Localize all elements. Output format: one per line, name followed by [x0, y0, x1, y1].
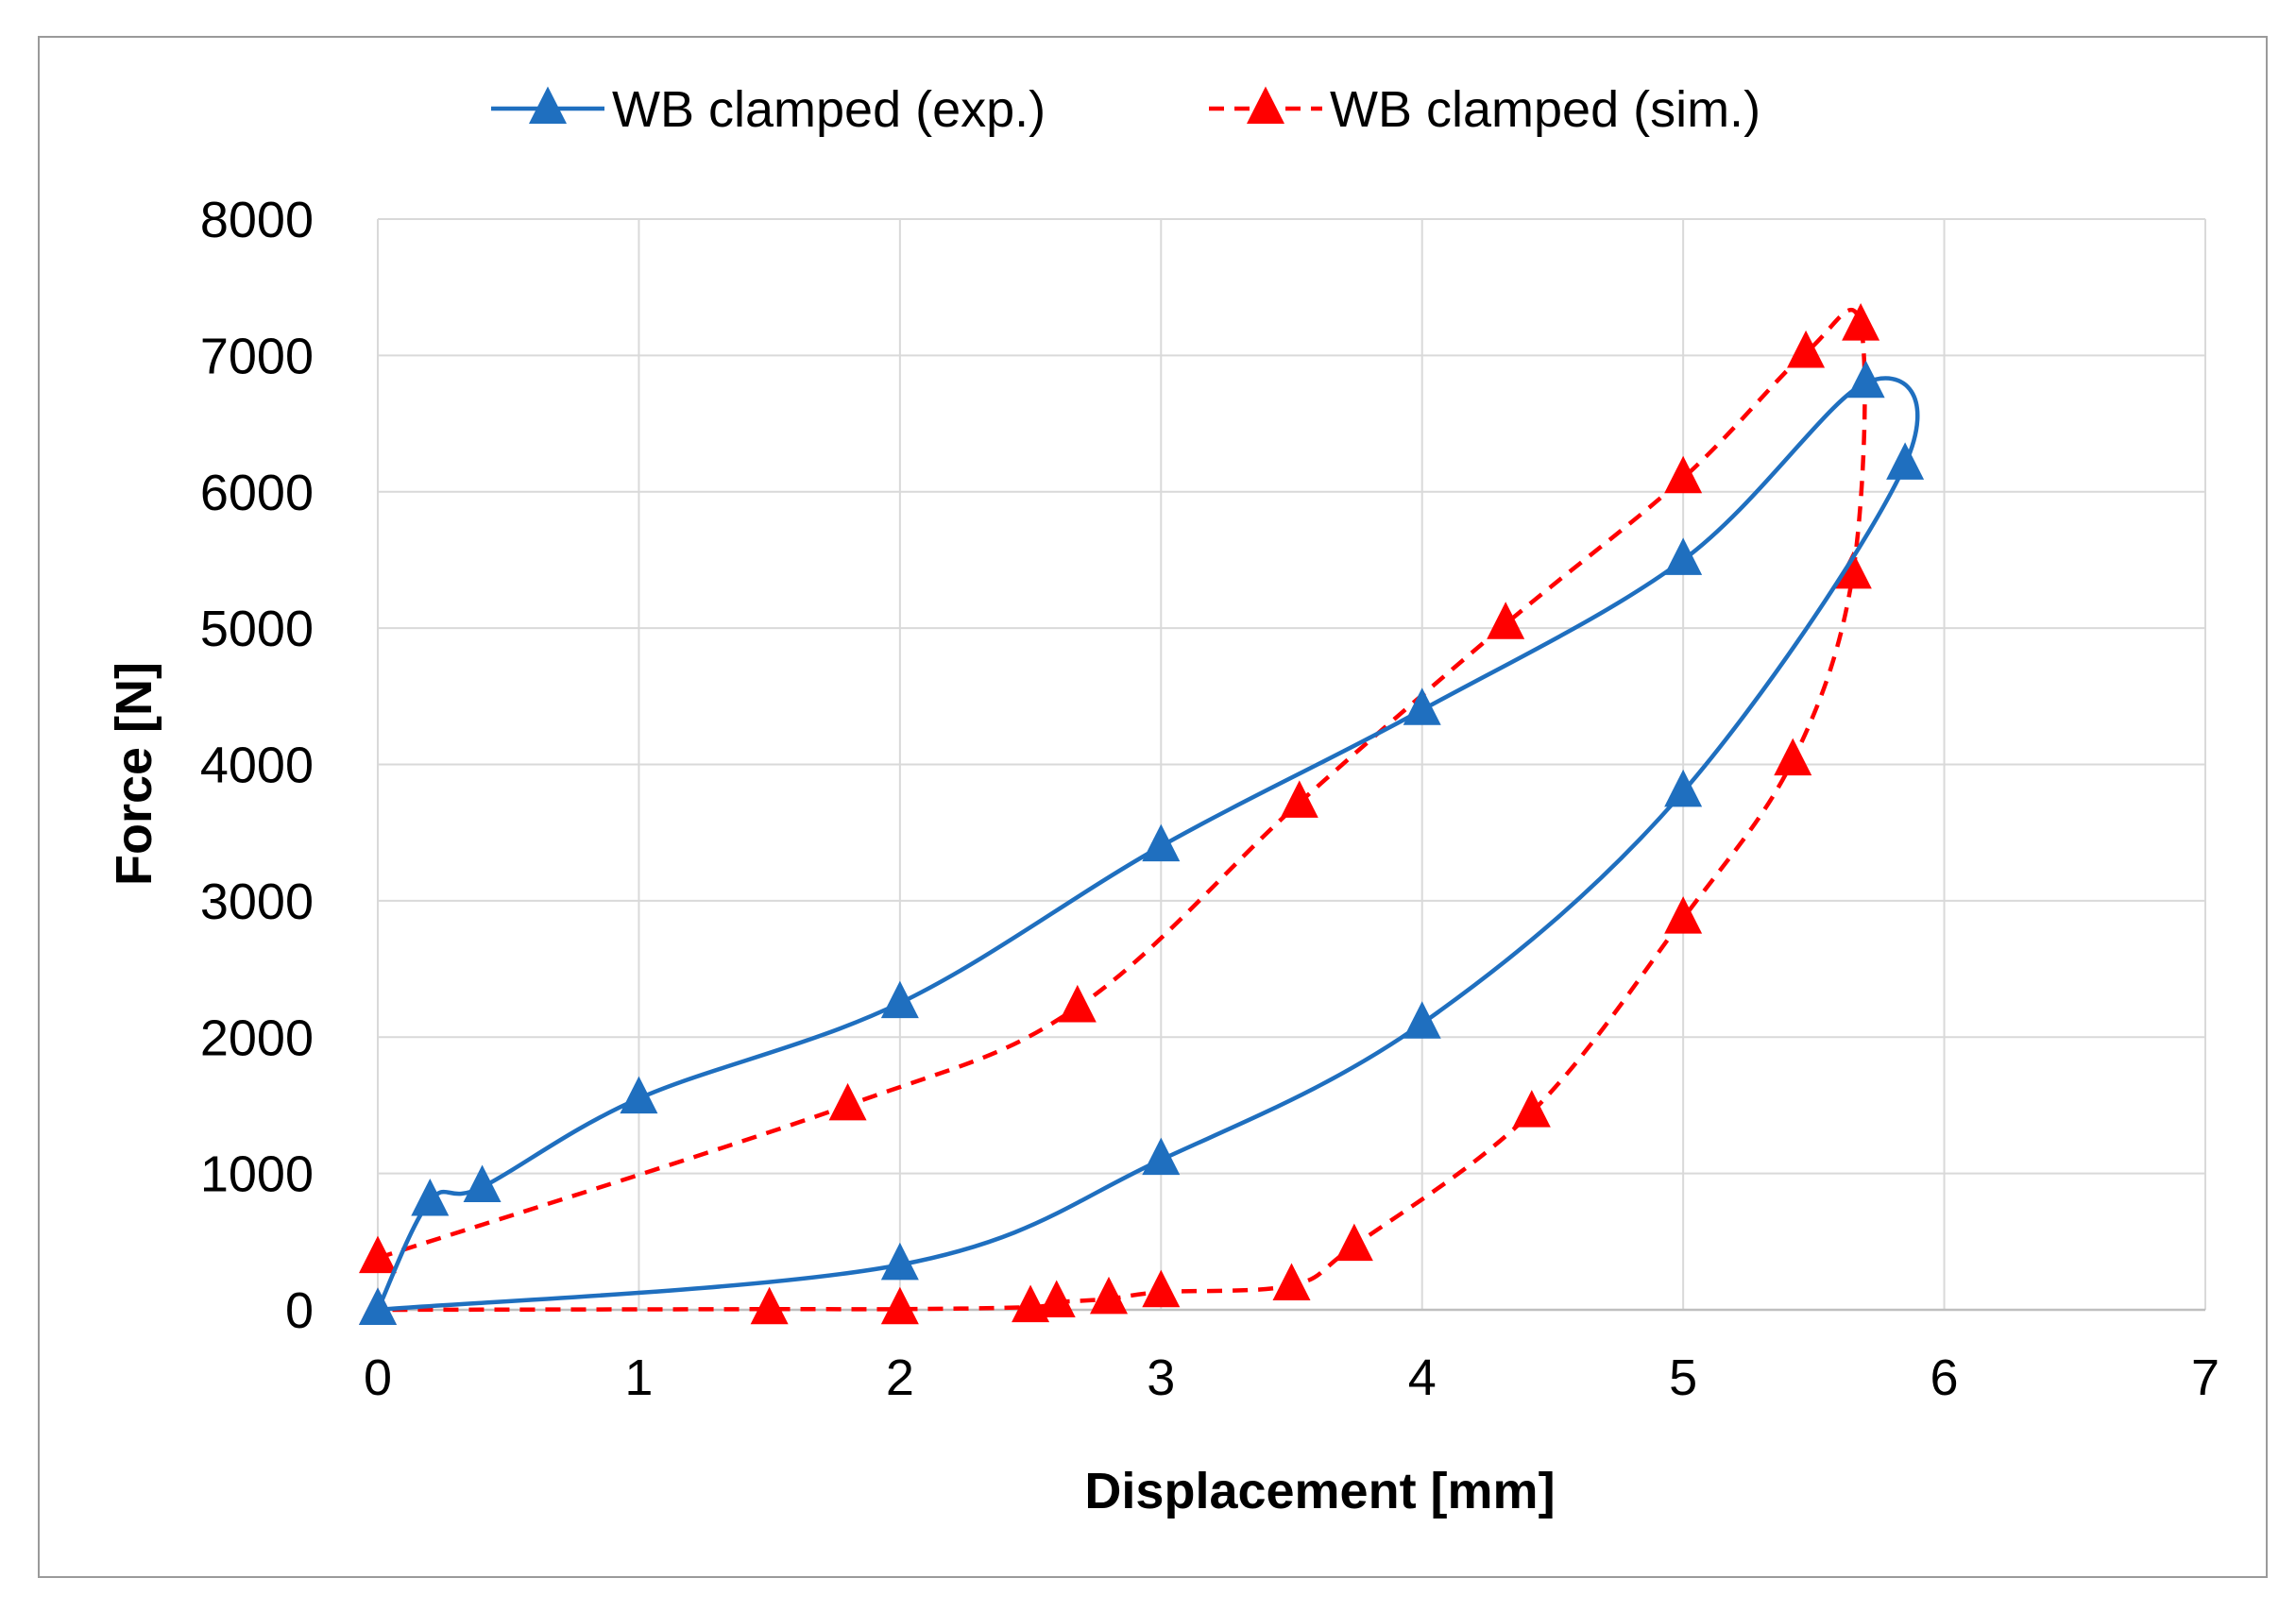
x-tick-label: 3: [1147, 1349, 1175, 1406]
data-point-sim: [1280, 780, 1318, 818]
y-tick-label: 2000: [200, 1010, 314, 1066]
series-exp: [359, 360, 1925, 1325]
y-tick-label: 0: [285, 1282, 314, 1339]
data-point-sim: [1787, 330, 1826, 368]
y-tick-label: 5000: [200, 601, 314, 657]
y-tick-label: 7000: [200, 328, 314, 384]
data-point-sim: [1090, 1276, 1128, 1315]
x-tick-label: 4: [1408, 1349, 1437, 1406]
data-point-exp: [1403, 1001, 1441, 1039]
data-point-sim: [828, 1082, 867, 1121]
x-axis-title: Displacement [mm]: [1084, 1463, 1555, 1519]
data-point-exp: [411, 1178, 450, 1216]
data-point-sim: [880, 1286, 919, 1325]
legend-label-exp: WB clamped (exp.): [612, 81, 1046, 138]
data-point-exp: [880, 1242, 919, 1281]
data-point-sim: [1037, 1280, 1076, 1318]
data-point-sim: [1833, 551, 1872, 589]
data-point-exp: [880, 980, 919, 1019]
chart-frame: [38, 36, 2268, 1578]
y-tick-label: 4000: [200, 738, 314, 794]
x-tick-label: 0: [364, 1349, 392, 1406]
data-point-exp: [463, 1164, 502, 1203]
y-tick-label: 6000: [200, 465, 314, 521]
legend-marker-exp: [529, 86, 567, 124]
data-point-exp: [620, 1076, 658, 1114]
x-tick-label: 1: [624, 1349, 653, 1406]
x-tick-label: 5: [1669, 1349, 1697, 1406]
grid: [377, 218, 2206, 1312]
legend-marker-sim: [1247, 86, 1284, 124]
data-point-sim: [1664, 455, 1703, 494]
x-tick-label: 2: [886, 1349, 914, 1406]
data-point-sim: [1142, 1269, 1181, 1308]
data-point-exp: [1403, 687, 1441, 725]
data-point-exp: [359, 1287, 397, 1325]
y-axis-title: Force [N]: [106, 662, 162, 886]
y-tick-label: 1000: [200, 1146, 314, 1203]
data-point-exp: [1846, 360, 1885, 399]
data-point-sim: [1664, 896, 1703, 934]
x-tick-label: 7: [2191, 1349, 2219, 1406]
data-point-sim: [1842, 303, 1880, 341]
tick-labels: 0 1 2 3 4 5 6 7 0 1000 2000 3000 4000 5000 6000 7000 800…: [200, 192, 2219, 1406]
data-point-sim: [1512, 1090, 1551, 1128]
data-point-sim: [359, 1235, 397, 1274]
data-point-exp: [1664, 537, 1703, 575]
legend-item-exp: WB clamped (exp.): [491, 81, 1046, 138]
data-point-exp: [1664, 769, 1703, 807]
legend-label-sim: WB clamped (sim.): [1330, 81, 1760, 138]
x-tick-label: 6: [1930, 1349, 1959, 1406]
data-point-exp: [1142, 1137, 1181, 1176]
data-point-sim: [1012, 1284, 1050, 1323]
series-layer: [359, 303, 1925, 1325]
y-tick-label: 3000: [200, 874, 314, 930]
data-point-sim: [1487, 602, 1525, 639]
data-point-sim: [1058, 984, 1097, 1023]
data-point-sim: [1774, 738, 1812, 776]
data-point-sim: [1335, 1223, 1373, 1262]
series-sim: [359, 303, 1880, 1325]
data-point-sim: [750, 1286, 789, 1325]
y-tick-label: 8000: [200, 192, 314, 248]
data-point-sim: [1272, 1263, 1311, 1300]
data-point-exp: [1142, 823, 1181, 862]
data-point-exp: [1886, 442, 1925, 480]
legend: WB clamped (exp.) WB clamped (sim.): [491, 81, 1760, 138]
series-line-sim: [377, 308, 1867, 1313]
legend-item-sim: WB clamped (sim.): [1209, 81, 1760, 138]
